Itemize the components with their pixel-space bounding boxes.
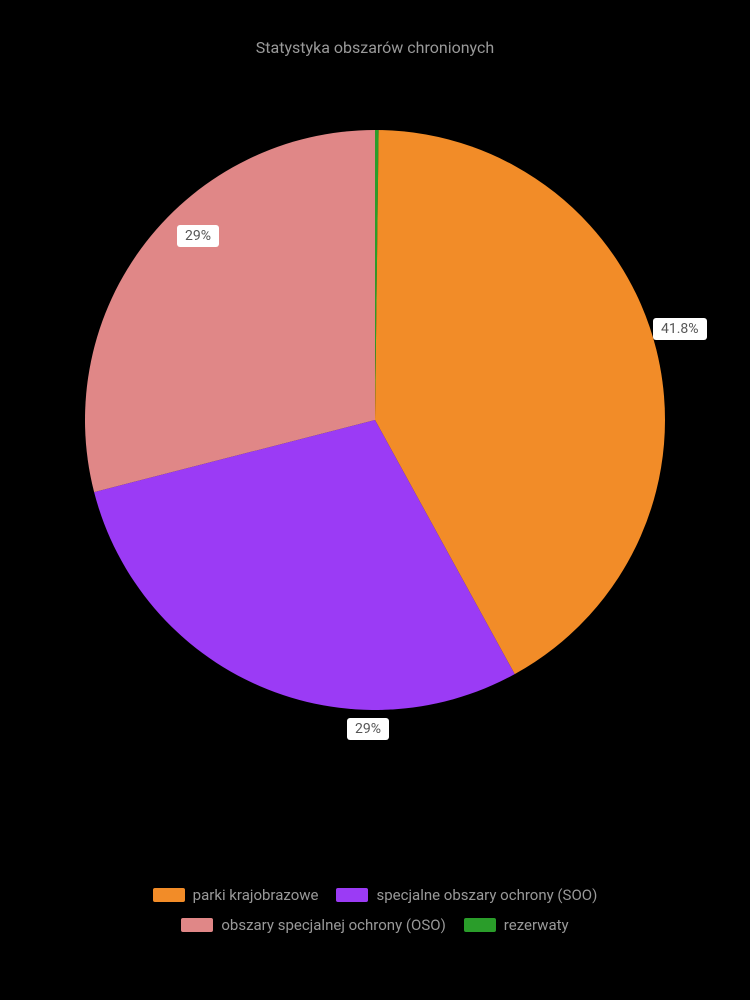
legend-item-oso: obszary specjalnej ochrony (OSO) bbox=[181, 910, 445, 940]
slice-label: 29% bbox=[347, 718, 389, 740]
slice-label: 29% bbox=[177, 225, 219, 247]
legend-swatch bbox=[336, 888, 368, 902]
legend-item-rezerwaty: rezerwaty bbox=[464, 910, 569, 940]
legend-swatch bbox=[181, 918, 213, 932]
legend-row: parki krajobrazowe specjalne obszary och… bbox=[0, 880, 750, 910]
legend-row: obszary specjalnej ochrony (OSO) rezerwa… bbox=[0, 910, 750, 940]
legend: parki krajobrazowe specjalne obszary och… bbox=[0, 880, 750, 940]
legend-label: obszary specjalnej ochrony (OSO) bbox=[221, 910, 445, 940]
legend-label: specjalne obszary ochrony (SOO) bbox=[376, 880, 597, 910]
legend-item-soo: specjalne obszary ochrony (SOO) bbox=[336, 880, 597, 910]
legend-item-parki: parki krajobrazowe bbox=[153, 880, 319, 910]
legend-label: parki krajobrazowe bbox=[193, 880, 319, 910]
legend-label: rezerwaty bbox=[504, 910, 569, 940]
legend-swatch bbox=[153, 888, 185, 902]
chart-title: Statystyka obszarów chronionych bbox=[0, 0, 750, 57]
slice-label: 41.8% bbox=[653, 318, 707, 340]
legend-swatch bbox=[464, 918, 496, 932]
pie-chart: 41.8%29%29% bbox=[75, 120, 675, 720]
pie-svg bbox=[75, 120, 675, 720]
